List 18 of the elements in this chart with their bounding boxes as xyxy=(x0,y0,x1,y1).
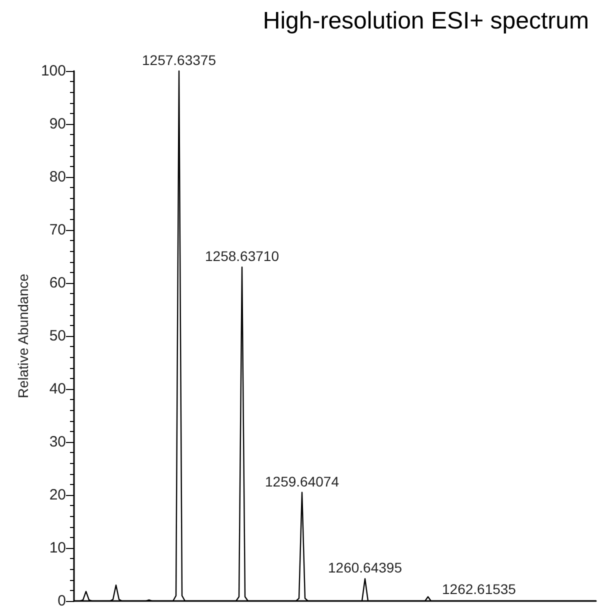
y-tick-label: 0 xyxy=(58,592,66,610)
y-tick-label: 30 xyxy=(49,434,66,450)
y-tick-label: 60 xyxy=(49,274,66,292)
y-tick-label: 90 xyxy=(49,116,66,132)
y-tick-label: 40 xyxy=(49,380,66,398)
annotation: 1262.61535 xyxy=(442,580,516,597)
y-tick-label: 10 xyxy=(49,540,66,556)
y-tick-label: 100 xyxy=(40,62,66,80)
y-tick-label: 50 xyxy=(49,328,66,344)
annotation: 1259.64074 xyxy=(265,473,340,490)
y-tick-label: 80 xyxy=(49,168,66,186)
y-axis-title: Relative Abundance xyxy=(15,274,32,398)
annotation: 1257.63375 xyxy=(142,52,216,68)
y-tick-label: 20 xyxy=(49,486,66,504)
y-tick-label: 70 xyxy=(49,222,66,238)
annotation: 1260.64395 xyxy=(328,560,402,576)
annotation: 1258.63710 xyxy=(205,248,280,264)
chart-title: High-resolution ESI+ spectrum xyxy=(262,8,590,34)
